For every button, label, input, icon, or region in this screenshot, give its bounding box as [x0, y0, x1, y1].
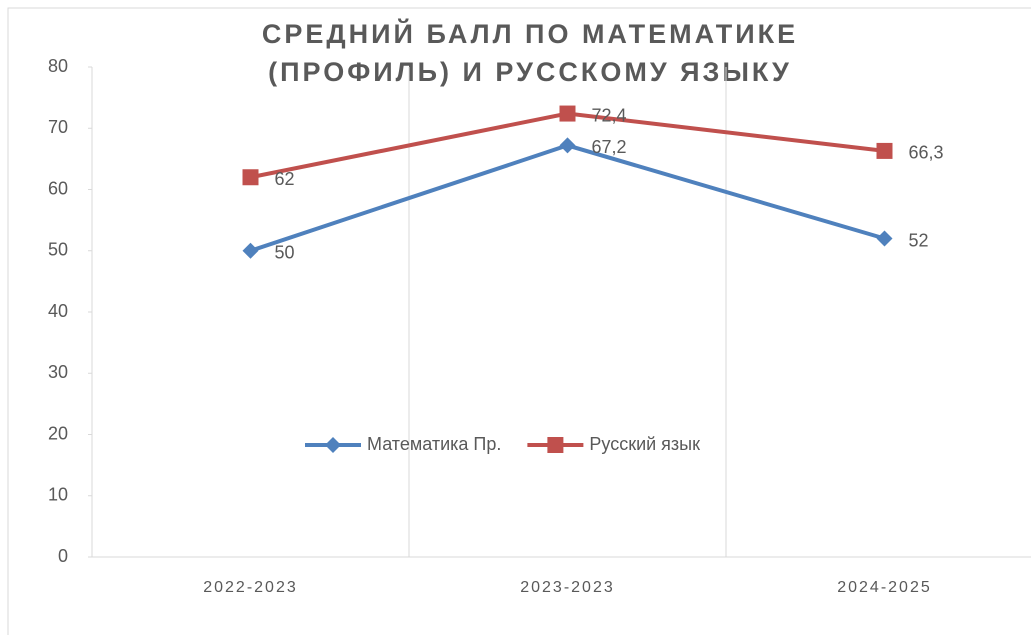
legend-label: Русский язык	[589, 434, 700, 454]
legend-label: Математика Пр.	[367, 434, 501, 454]
marker	[559, 105, 576, 122]
data-label: 67,2	[592, 137, 627, 157]
y-tick-label: 80	[48, 56, 68, 76]
y-tick-label: 60	[48, 178, 68, 198]
marker	[325, 437, 341, 453]
x-tick-label: 2024-2025	[837, 579, 932, 596]
x-tick-label: 2022-2023	[203, 579, 298, 596]
marker	[242, 242, 259, 259]
y-tick-label: 0	[58, 546, 68, 566]
line	[249, 143, 886, 253]
chart-border	[7, 7, 1031, 635]
marker	[876, 230, 893, 247]
x-tick-label: 2023-2023	[520, 579, 615, 596]
data-label: 50	[275, 243, 295, 263]
data-label: 62	[275, 169, 295, 189]
y-tick-label: 20	[48, 423, 68, 443]
marker	[547, 437, 564, 453]
y-tick-label: 10	[48, 485, 68, 505]
y-tick-label: 40	[48, 301, 68, 321]
y-tick-label: 70	[48, 117, 68, 137]
data-label: 72,4	[592, 105, 627, 125]
data-label: 66,3	[909, 143, 944, 163]
chart-title: СРЕДНИЙ БАЛЛ ПО МАТЕМАТИКЕ	[262, 18, 798, 49]
marker	[559, 137, 576, 154]
y-tick-label: 30	[48, 362, 68, 382]
y-tick-label: 50	[48, 240, 68, 260]
marker	[876, 142, 893, 159]
marker	[242, 169, 259, 186]
data-label: 52	[909, 230, 929, 250]
chart-title: (ПРОФИЛЬ) И РУССКОМУ ЯЗЫКУ	[268, 57, 792, 87]
